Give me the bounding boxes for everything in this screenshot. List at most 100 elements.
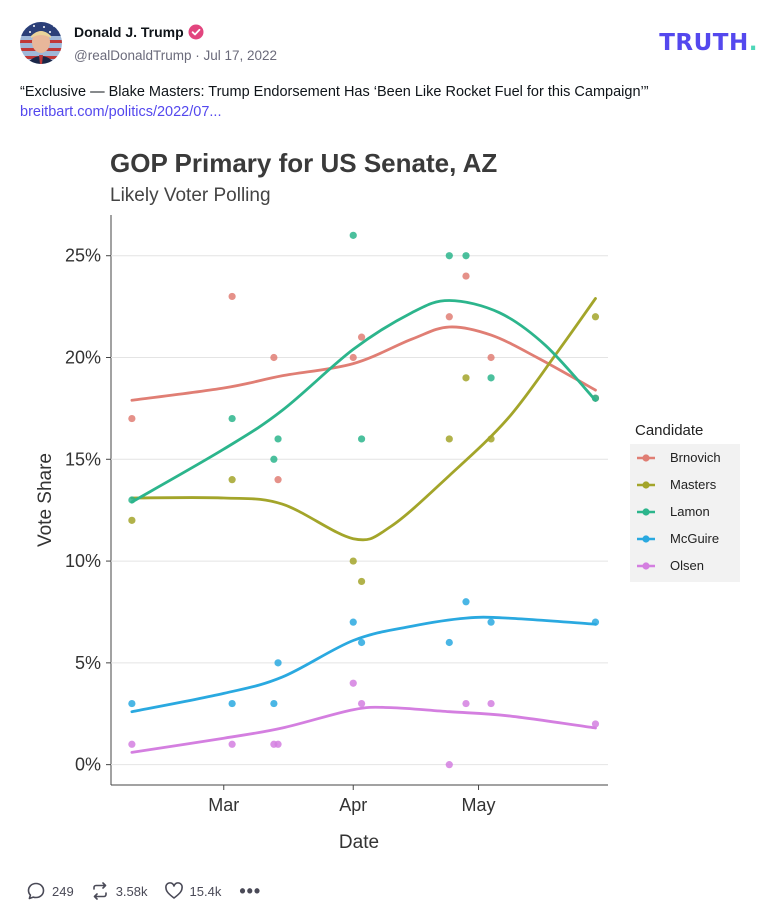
y-axis-label: Vote Share (35, 453, 56, 547)
legend-key-point (642, 535, 650, 543)
legend-key-point (642, 508, 650, 516)
trend-line (130, 705, 597, 754)
reply-icon (27, 882, 45, 900)
legend: Candidate Brnovich Masters Lamon McGuire Ols… (630, 422, 740, 582)
x-tick-label: May (462, 795, 496, 815)
retruth-count: 3.58k (115, 883, 148, 899)
legend-title: Candidate (635, 422, 703, 439)
logo-text: TRUTH (659, 30, 749, 56)
verified-badge-icon (188, 24, 204, 40)
data-point (274, 435, 282, 443)
chart-svg: GOP Primary for US Senate, AZ Likely Vot… (18, 130, 759, 860)
data-point (270, 699, 278, 708)
more-button[interactable]: ••• (237, 881, 261, 902)
data-point (128, 516, 136, 524)
y-tick-label: 25% (65, 246, 101, 266)
author-meta: @realDonaldTrump · Jul 17, 2022 (74, 48, 277, 63)
data-point (274, 476, 282, 484)
data-point (487, 618, 495, 626)
legend-label: Olsen (670, 558, 704, 573)
trend-line (130, 299, 597, 504)
x-tick-label: Apr (339, 795, 367, 815)
data-point (349, 353, 357, 362)
series-lamon (128, 231, 600, 504)
legend-label: Masters (670, 477, 717, 492)
data-point (591, 720, 600, 728)
chart-image[interactable]: GOP Primary for US Senate, AZ Likely Vot… (18, 130, 759, 860)
data-point (349, 231, 357, 239)
y-tick-label: 15% (65, 449, 101, 469)
chart-subtitle: Likely Voter Polling (110, 185, 271, 206)
post-date[interactable]: Jul 17, 2022 (203, 48, 278, 63)
data-point (445, 638, 453, 647)
data-point (274, 659, 282, 667)
truth-logo[interactable]: TRUTH. (659, 30, 758, 56)
legend-label: McGuire (670, 531, 719, 546)
legend-key-point (642, 454, 650, 462)
data-point (349, 557, 357, 565)
meta-separator: · (191, 48, 204, 63)
data-point (228, 476, 236, 484)
x-ticks: Mar Apr May (208, 785, 496, 815)
post-actions: 249 3.58k 15.4k ••• (26, 880, 277, 902)
data-point (270, 353, 278, 362)
data-point (487, 374, 495, 382)
data-point (357, 638, 366, 647)
data-point (445, 313, 453, 321)
data-point (349, 679, 357, 687)
data-point (445, 252, 453, 260)
data-point (274, 740, 282, 748)
trend-line (130, 615, 597, 714)
legend-label: Lamon (670, 504, 710, 519)
data-point (357, 333, 366, 341)
data-point (270, 455, 278, 463)
more-icon: ••• (239, 880, 262, 901)
data-point (228, 414, 236, 423)
data-point (445, 435, 453, 443)
data-point (128, 740, 136, 748)
author-handle[interactable]: @realDonaldTrump (74, 48, 192, 63)
data-point (462, 374, 470, 382)
data-point (228, 292, 236, 301)
data-point (357, 577, 366, 586)
series-masters (128, 297, 600, 586)
post-link[interactable]: breitbart.com/politics/2022/07... (20, 104, 222, 120)
legend-key-point (642, 481, 650, 489)
y-tick-label: 20% (65, 348, 101, 368)
reply-count: 249 (52, 883, 74, 899)
avatar[interactable] (20, 22, 62, 64)
like-count: 15.4k (189, 883, 222, 899)
data-point (357, 699, 366, 708)
reply-button[interactable]: 249 (26, 881, 74, 901)
trend-line (130, 325, 597, 402)
data-point (349, 618, 357, 626)
data-point (228, 699, 236, 708)
retruth-icon (92, 882, 107, 900)
data-point (462, 272, 470, 280)
data-point (462, 598, 470, 606)
y-ticks: 0% 5% 10% 15% 20% 25% (65, 246, 111, 775)
author-name[interactable]: Donald J. Trump (74, 24, 184, 40)
data-point (591, 313, 600, 321)
post-text: “Exclusive — Blake Masters: Trump Endors… (20, 84, 649, 100)
chart-title: GOP Primary for US Senate, AZ (110, 148, 497, 178)
data-point (445, 761, 453, 769)
y-tick-label: 0% (75, 755, 101, 775)
data-point (462, 252, 470, 260)
x-tick-label: Mar (208, 795, 239, 815)
data-point (487, 699, 495, 708)
legend-label: Brnovich (670, 450, 721, 465)
series-mcguire (128, 598, 600, 714)
series-layer (128, 231, 600, 769)
data-point (128, 414, 136, 423)
x-axis-label: Date (339, 832, 379, 853)
like-icon (164, 882, 183, 899)
data-point (487, 353, 495, 362)
legend-key-point (642, 562, 650, 570)
logo-dot: . (748, 30, 758, 56)
retruth-button[interactable]: 3.58k (90, 881, 148, 901)
data-point (228, 740, 236, 748)
like-button[interactable]: 15.4k (164, 881, 222, 901)
post-header: Donald J. Trump @realDonaldTrump · Jul 1… (20, 22, 760, 66)
data-point (462, 699, 470, 708)
